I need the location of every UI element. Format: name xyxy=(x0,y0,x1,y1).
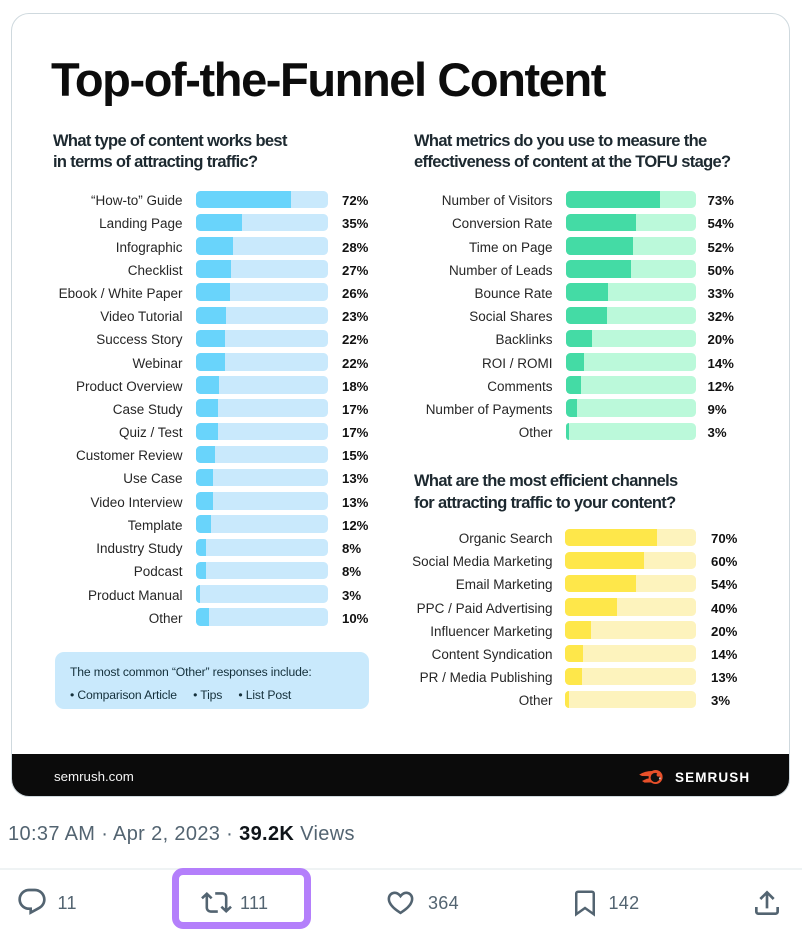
svg-text:SEMRUSH: SEMRUSH xyxy=(675,770,750,785)
